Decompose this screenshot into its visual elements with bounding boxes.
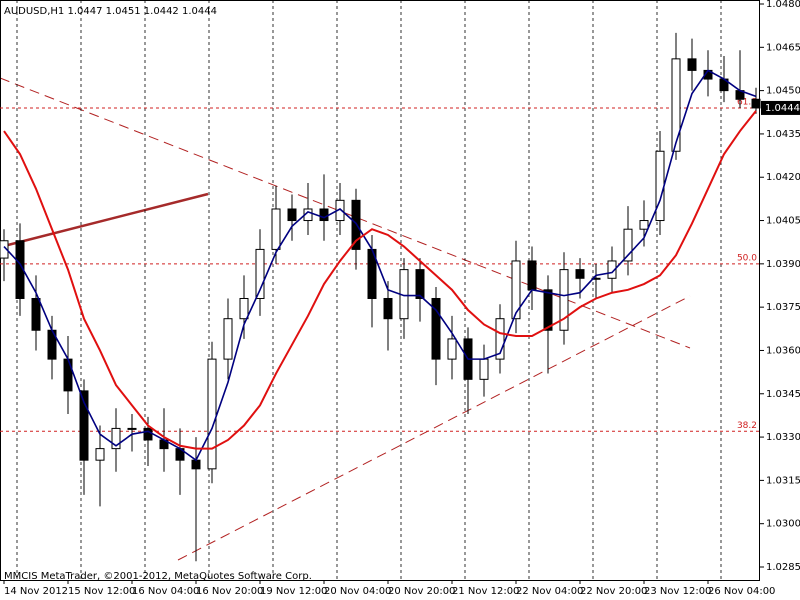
candle-body xyxy=(127,427,137,430)
level-label: 50.0 xyxy=(737,253,757,263)
y-tick-label: 1.0300 xyxy=(766,519,800,530)
y-tick-label: 1.0450 xyxy=(766,86,800,97)
candle-body xyxy=(479,358,489,380)
y-tick-label: 1.0420 xyxy=(766,172,800,183)
candle-body xyxy=(687,58,697,71)
candle-body xyxy=(111,427,121,450)
y-tick-label: 1.0285 xyxy=(766,562,800,573)
x-tick-label: 16 Nov 20:00 xyxy=(196,586,263,597)
x-tick-label: 16 Nov 04:00 xyxy=(132,586,199,597)
candle-body xyxy=(239,297,249,320)
x-tick-label: 22 Nov 20:00 xyxy=(580,586,647,597)
candle-body xyxy=(63,358,73,392)
chart-title: AUDUSD,H1 1.0447 1.0451 1.0442 1.0444 xyxy=(4,6,217,17)
candle-body xyxy=(271,208,281,250)
candle-body xyxy=(655,150,665,222)
candle-body xyxy=(143,427,153,441)
candle-body xyxy=(623,228,633,262)
y-tick-label: 1.0435 xyxy=(766,129,800,140)
level-label: 61.8 xyxy=(737,97,757,107)
y-tick-label: 1.0375 xyxy=(766,302,800,313)
candle-body xyxy=(447,338,457,360)
trend-line xyxy=(3,192,209,248)
candle-body xyxy=(415,269,425,299)
candle-body xyxy=(543,289,553,331)
credit: MMCIS MetaTrader, ©2001-2012, MetaQuotes… xyxy=(4,571,312,582)
candle-body xyxy=(575,269,585,279)
x-tick-label: 22 Nov 04:00 xyxy=(516,586,583,597)
x-tick-label: 23 Nov 12:00 xyxy=(644,586,711,597)
candle-body xyxy=(383,297,393,320)
x-tick-label: 19 Nov 12:00 xyxy=(260,586,327,597)
x-tick-label: 14 Nov 2012 xyxy=(4,586,68,597)
candle-body xyxy=(95,448,105,461)
y-tick-label: 1.0480 xyxy=(766,0,800,10)
x-tick-label: 15 Nov 12:00 xyxy=(68,586,135,597)
y-tick-label: 1.0360 xyxy=(766,345,800,356)
x-tick-label: 26 Nov 04:00 xyxy=(708,586,775,597)
candle-body xyxy=(495,318,505,360)
candle-body xyxy=(255,248,265,299)
candle-body xyxy=(639,220,649,230)
y-tick-label: 1.0345 xyxy=(766,389,800,400)
x-tick-label: 21 Nov 12:00 xyxy=(452,586,519,597)
candle-body xyxy=(511,260,521,320)
y-tick-label: 1.0465 xyxy=(766,42,800,53)
x-tick-label: 20 Nov 04:00 xyxy=(324,586,391,597)
y-tick-label: 1.0405 xyxy=(766,216,800,227)
candle-body xyxy=(79,390,89,461)
moving-average xyxy=(3,69,757,462)
last-price-box xyxy=(761,100,800,115)
trend-line xyxy=(177,295,691,561)
y-tick-label: 1.0330 xyxy=(766,432,800,443)
x-tick-label: 20 Nov 20:00 xyxy=(388,586,455,597)
candle-body xyxy=(319,208,329,222)
candle-body xyxy=(31,297,41,331)
candle-body xyxy=(751,98,761,109)
candle-body xyxy=(527,260,537,291)
moving-average xyxy=(3,110,757,450)
y-tick-label: 1.0315 xyxy=(766,475,800,486)
candle-body xyxy=(223,318,233,360)
candle-body xyxy=(287,208,297,222)
candle-body xyxy=(559,269,569,331)
candle-body xyxy=(207,358,217,470)
candle-body xyxy=(607,260,617,279)
y-tick-label: 1.0390 xyxy=(766,259,800,270)
plot-frame xyxy=(0,0,760,581)
candle-body xyxy=(671,58,681,152)
candle-body xyxy=(191,459,201,470)
candle-body xyxy=(0,240,9,259)
level-label: 38.2 xyxy=(737,421,757,431)
last-price-label: 1.0444 xyxy=(765,103,800,114)
candle-body xyxy=(431,297,441,360)
